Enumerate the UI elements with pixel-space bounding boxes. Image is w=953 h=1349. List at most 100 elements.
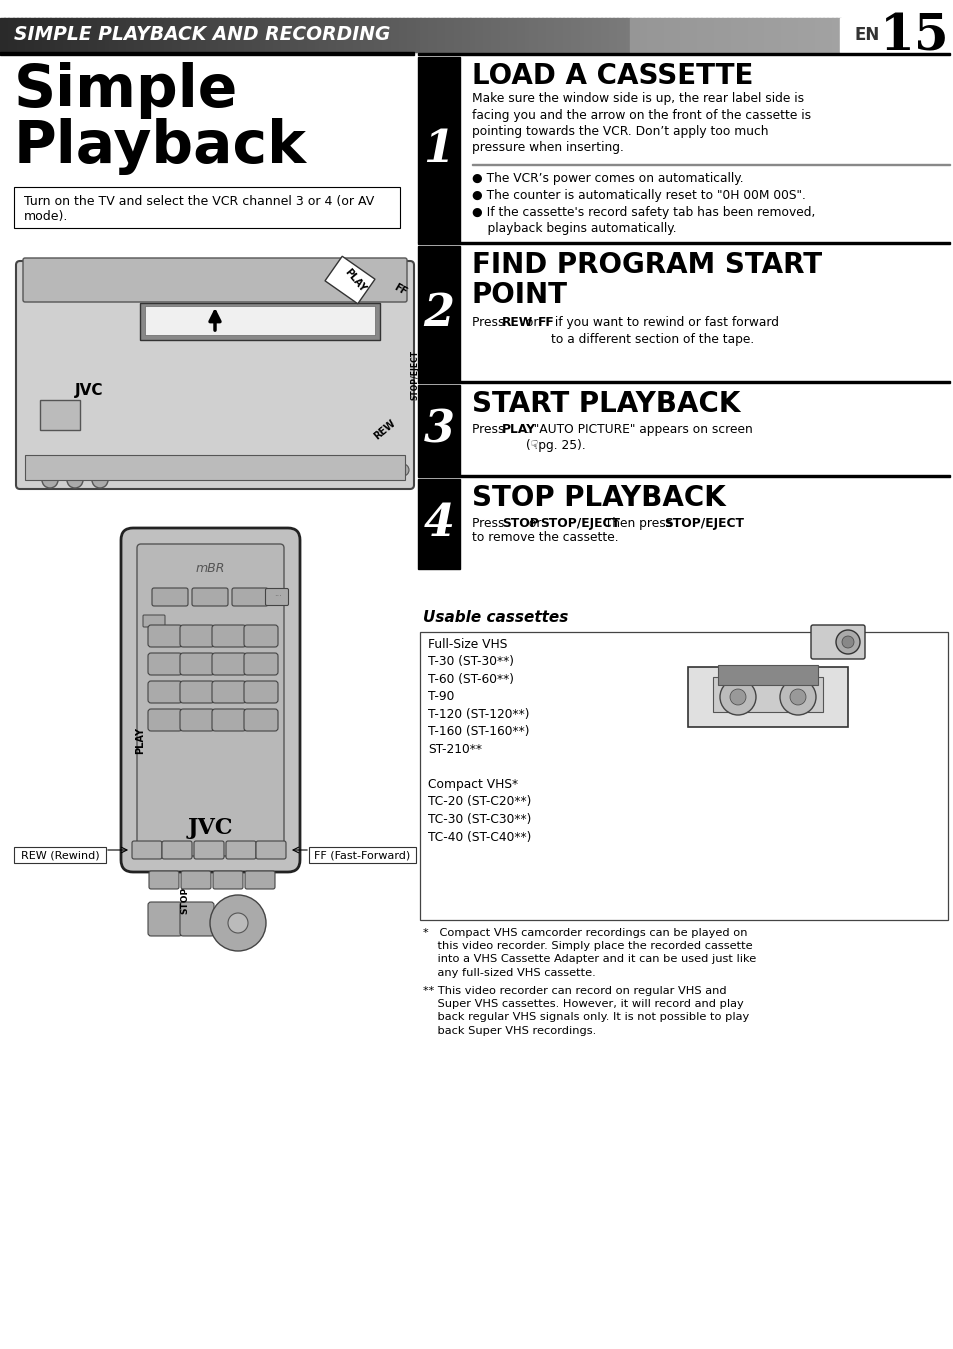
Text: to remove the cassette.: to remove the cassette. [472, 532, 618, 544]
FancyBboxPatch shape [244, 653, 277, 674]
Bar [210, 18, 215, 53]
FancyBboxPatch shape [212, 653, 246, 674]
FancyBboxPatch shape [244, 681, 277, 703]
Text: STOP: STOP [180, 886, 190, 913]
Bar [369, 18, 375, 53]
FancyBboxPatch shape [265, 588, 288, 606]
Bar [491, 18, 497, 53]
Text: . "AUTO PICTURE" appears on screen
(☟pg. 25).: . "AUTO PICTURE" appears on screen (☟pg.… [525, 424, 752, 452]
Circle shape [841, 635, 853, 648]
Bar [638, 18, 643, 53]
Bar [189, 18, 194, 53]
Text: 3: 3 [423, 409, 454, 452]
FancyBboxPatch shape [193, 840, 224, 859]
Bar [646, 18, 651, 53]
Bar [285, 18, 291, 53]
Bar [659, 18, 664, 53]
Bar [545, 18, 551, 53]
Bar [256, 18, 261, 53]
Bar [747, 18, 752, 53]
Bar [604, 18, 609, 53]
Bar [344, 18, 349, 53]
Bar [721, 18, 727, 53]
Bar [739, 18, 743, 53]
Bar [382, 18, 387, 53]
FancyBboxPatch shape [244, 625, 277, 648]
Bar [629, 18, 635, 53]
Bar [655, 18, 659, 53]
Bar [281, 18, 286, 53]
Bar [411, 18, 416, 53]
Bar [417, 479, 459, 569]
Bar [487, 18, 492, 53]
Bar [700, 18, 706, 53]
Bar [625, 18, 630, 53]
Bar [395, 18, 399, 53]
Bar [822, 18, 827, 53]
Text: 2: 2 [423, 291, 454, 335]
Bar [840, 18, 953, 53]
Bar [151, 18, 156, 53]
Bar [810, 18, 815, 53]
Bar [751, 18, 757, 53]
Bar [592, 18, 597, 53]
Bar [440, 18, 446, 53]
Bar [512, 18, 517, 53]
Bar [474, 18, 479, 53]
Text: . Then press: . Then press [597, 517, 676, 530]
FancyBboxPatch shape [232, 588, 268, 606]
FancyBboxPatch shape [810, 625, 864, 660]
Bar [579, 18, 584, 53]
Bar [314, 18, 320, 53]
Bar [145, 306, 375, 335]
Bar [353, 18, 357, 53]
Text: LOAD A CASSETTE: LOAD A CASSETTE [472, 62, 753, 90]
Bar [768, 18, 773, 53]
Bar [323, 18, 328, 53]
Bar [206, 18, 211, 53]
Bar [763, 18, 769, 53]
Bar [575, 18, 580, 53]
Text: Press: Press [472, 424, 508, 436]
Bar [290, 18, 294, 53]
Bar [264, 18, 270, 53]
Bar [541, 18, 546, 53]
FancyBboxPatch shape [149, 871, 179, 889]
Bar [461, 18, 467, 53]
Circle shape [67, 472, 83, 488]
Bar [340, 18, 345, 53]
Text: Make sure the window side is up, the rear label side is
facing you and the arrow: Make sure the window side is up, the rea… [472, 92, 810, 155]
FancyBboxPatch shape [226, 840, 255, 859]
FancyBboxPatch shape [244, 710, 277, 731]
Bar [147, 18, 152, 53]
Bar [235, 18, 240, 53]
Circle shape [228, 913, 248, 934]
Text: or: or [524, 517, 545, 530]
Text: ● If the cassette's record safety tab has been removed,
    playback begins auto: ● If the cassette's record safety tab ha… [472, 205, 815, 235]
Bar [377, 18, 383, 53]
Text: REW (Rewind): REW (Rewind) [21, 850, 99, 861]
Text: SIMPLE PLAYBACK AND RECORDING: SIMPLE PLAYBACK AND RECORDING [14, 26, 390, 45]
Bar [252, 18, 257, 53]
Circle shape [42, 472, 58, 488]
Bar [25, 18, 30, 53]
FancyBboxPatch shape [212, 681, 246, 703]
Bar [417, 57, 459, 241]
FancyBboxPatch shape [309, 847, 416, 863]
Bar [417, 53, 949, 55]
Bar [38, 18, 43, 53]
Bar [482, 18, 488, 53]
Bar [676, 18, 680, 53]
FancyBboxPatch shape [121, 527, 299, 871]
Bar [294, 18, 299, 53]
Bar [687, 666, 847, 727]
Text: PLAY: PLAY [342, 267, 367, 294]
Bar [46, 18, 51, 53]
Text: FF (Fast-Forward): FF (Fast-Forward) [314, 850, 410, 861]
Bar [155, 18, 160, 53]
Bar [92, 18, 97, 53]
Circle shape [729, 689, 745, 706]
Bar [688, 18, 693, 53]
Bar [499, 18, 504, 53]
Bar [587, 18, 593, 53]
